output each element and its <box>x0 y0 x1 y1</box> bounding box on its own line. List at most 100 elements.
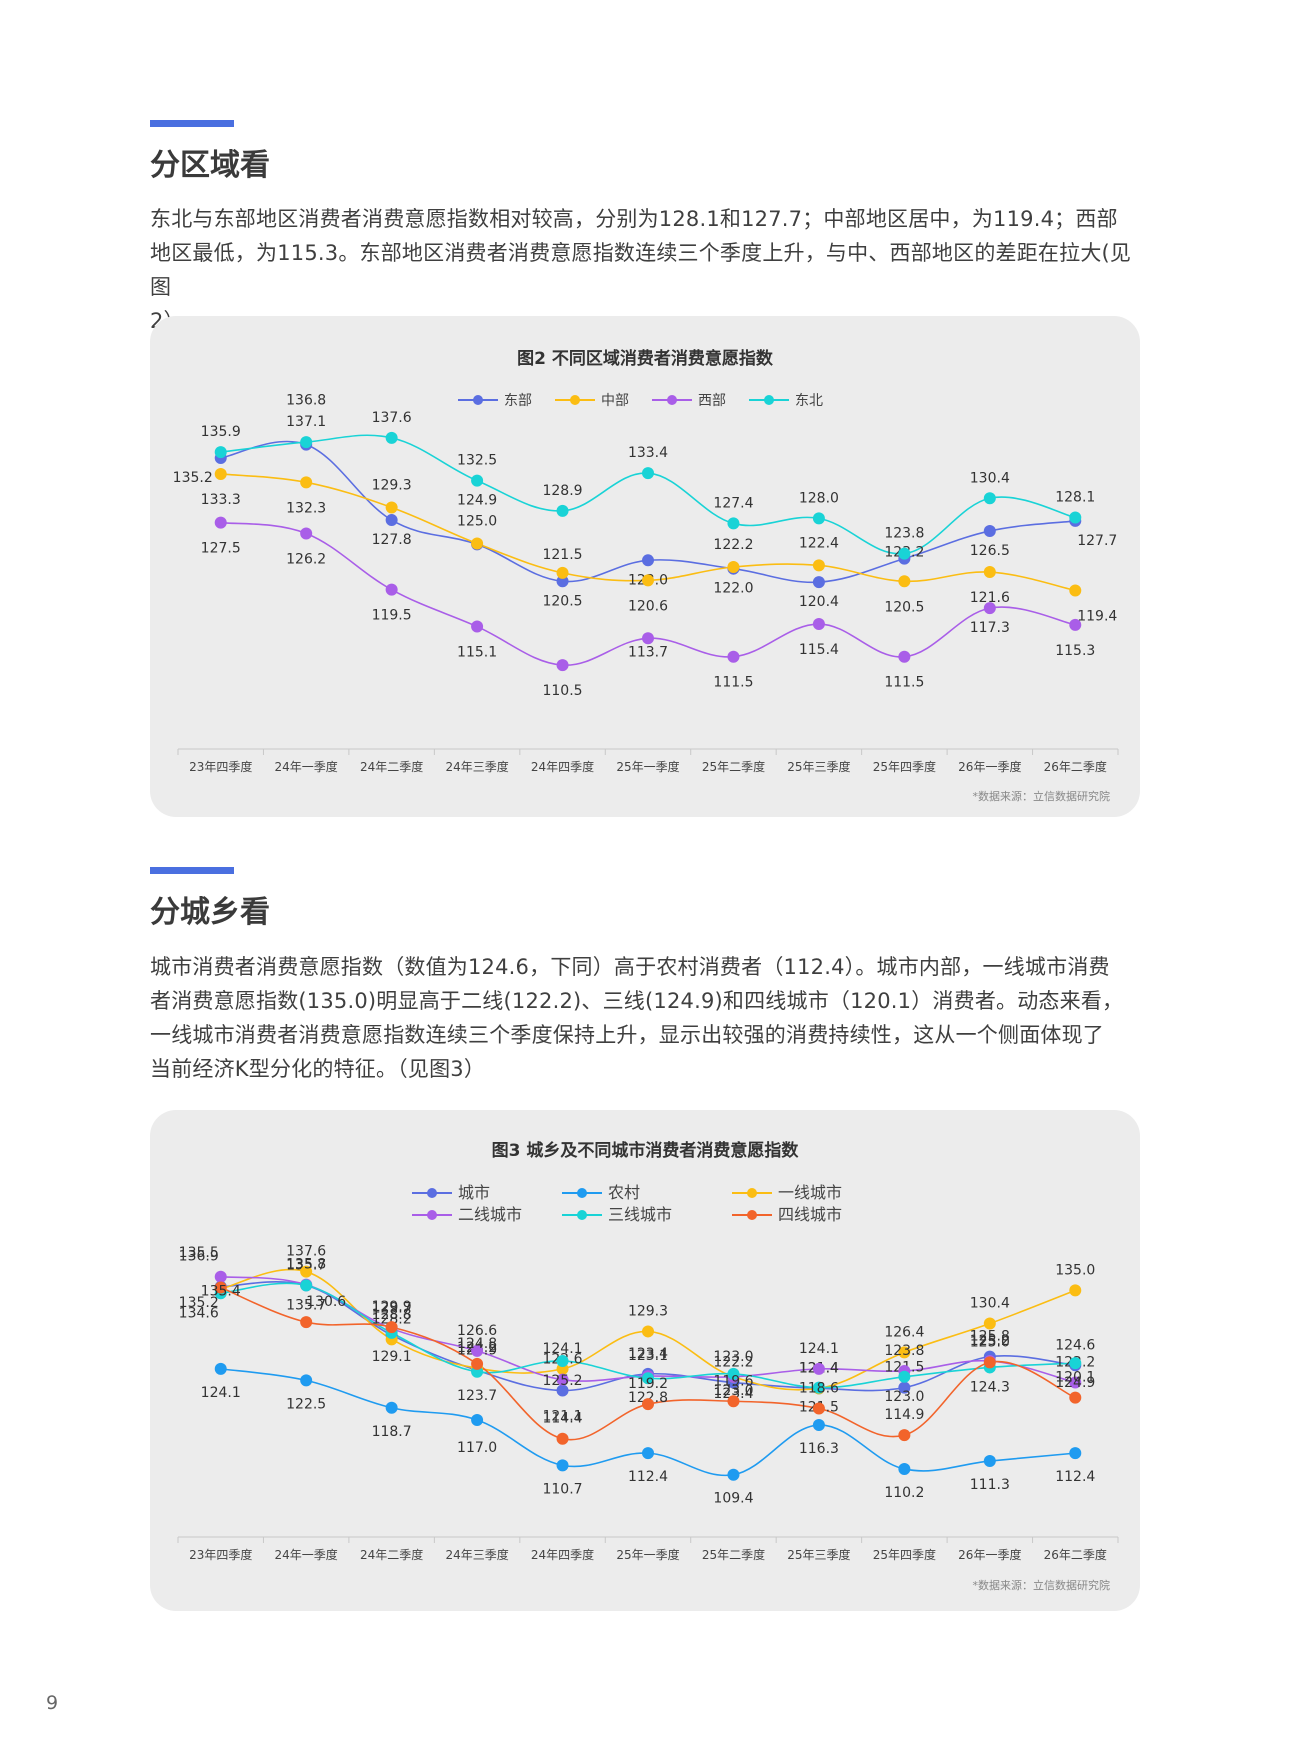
data-label: 123.4 <box>628 1346 668 1362</box>
legend-item: 东北 <box>749 393 823 409</box>
data-label: 122.2 <box>713 1355 753 1371</box>
paragraph-urban-rural: 城市消费者消费意愿指数（数值为124.6，下同）高于农村消费者（112.4）。城… <box>150 950 1150 1086</box>
data-label: 124.3 <box>970 1379 1010 1395</box>
data-point <box>812 559 825 572</box>
data-label: 127.8 <box>372 532 412 548</box>
data-point <box>727 1468 740 1481</box>
data-point <box>983 1317 996 1330</box>
data-label: 114.4 <box>542 1411 582 1427</box>
data-point <box>385 431 398 444</box>
data-label: 126.6 <box>457 1323 497 1339</box>
data-point <box>727 1395 740 1408</box>
data-point <box>556 1354 569 1367</box>
data-label: 137.6 <box>286 1244 326 1260</box>
legend-label: 三线城市 <box>608 1205 672 1224</box>
data-point <box>898 575 911 588</box>
legend-label: 二线城市 <box>458 1205 522 1224</box>
data-label: 129.1 <box>372 1349 412 1365</box>
paragraph-line: 城市消费者消费意愿指数（数值为124.6，下同）高于农村消费者（112.4）。城… <box>150 955 1110 979</box>
legend-item: 二线城市 <box>412 1205 522 1224</box>
data-label: 135.9 <box>201 424 241 440</box>
legend-item: 西部 <box>652 393 726 409</box>
data-point <box>214 446 227 459</box>
data-point <box>556 659 569 672</box>
data-point <box>471 474 484 487</box>
data-label: 120.1 <box>1055 1370 1095 1386</box>
data-point <box>556 504 569 517</box>
x-tick-label: 26年二季度 <box>1044 759 1107 774</box>
data-label: 123.0 <box>884 1389 924 1405</box>
data-label: 128.0 <box>799 490 839 506</box>
data-point <box>471 620 484 633</box>
data-point <box>727 561 740 574</box>
x-tick-label: 26年一季度 <box>958 1547 1021 1562</box>
source-note: *数据来源：立信数据研究院 <box>973 1578 1111 1592</box>
data-label: 120.4 <box>799 594 839 610</box>
data-label: 110.2 <box>884 1485 924 1501</box>
data-point <box>300 476 313 489</box>
data-point <box>727 517 740 530</box>
data-label: 125.0 <box>970 1334 1010 1350</box>
data-label: 110.5 <box>542 683 582 699</box>
data-point <box>556 1373 569 1386</box>
data-label: 116.3 <box>799 1441 839 1457</box>
data-point <box>983 524 996 537</box>
x-tick-label: 26年一季度 <box>958 759 1021 774</box>
data-label: 128.1 <box>1055 490 1095 506</box>
data-label: 129.3 <box>372 477 412 493</box>
data-label: 126.4 <box>884 1324 924 1340</box>
legend-item: 农村 <box>562 1183 640 1202</box>
data-label: 135.2 <box>179 1295 219 1311</box>
paragraph-region: 东北与东部地区消费者消费意愿指数相对较高，分别为128.1和127.7；中部地区… <box>150 202 1150 338</box>
data-label: 123.8 <box>884 1343 924 1359</box>
data-point <box>642 1447 654 1460</box>
x-tick-label: 25年二季度 <box>702 1547 765 1562</box>
data-label: 135.4 <box>201 1284 241 1300</box>
data-label: 127.4 <box>713 495 753 511</box>
data-label: 135.7 <box>286 1257 326 1273</box>
data-label: 123.1 <box>628 1348 668 1364</box>
data-label: 117.0 <box>457 1440 497 1456</box>
data-point <box>385 583 398 596</box>
data-label: 109.4 <box>713 1491 753 1507</box>
x-tick-label: 25年二季度 <box>702 759 765 774</box>
paragraph-line: 一线城市消费者消费意愿指数连续三个季度保持上升，显示出较强的消费持续性，这从一个… <box>150 1023 1104 1047</box>
data-point <box>1069 1357 1082 1370</box>
accent-bar <box>150 867 234 874</box>
legend-marker <box>667 395 677 405</box>
data-point <box>983 1455 996 1468</box>
data-label: 111.5 <box>713 675 753 691</box>
data-label: 123.0 <box>713 1349 753 1365</box>
data-label: 115.4 <box>799 642 839 658</box>
data-label: 120.5 <box>884 599 924 615</box>
data-label: 123.7 <box>457 1388 497 1404</box>
data-label: 120.5 <box>542 593 582 609</box>
data-label: 123.8 <box>884 526 924 542</box>
data-point <box>812 1381 825 1394</box>
data-label: 111.5 <box>884 675 924 691</box>
data-point <box>556 1459 569 1472</box>
page-number: 9 <box>46 1692 59 1714</box>
data-label: 129.3 <box>628 1303 668 1319</box>
legend-item: 四线城市 <box>732 1205 842 1224</box>
data-point <box>1069 511 1082 524</box>
data-label: 122.5 <box>286 1396 326 1412</box>
data-point <box>300 436 313 449</box>
data-label: 134.6 <box>179 1305 219 1321</box>
data-label: 125.2 <box>542 1373 582 1389</box>
data-label: 126.5 <box>970 543 1010 559</box>
chart-card-region: 图2 不同区域消费者消费意愿指数 东部 中部 西部 东北 23年四季度 24年一季度 24年二… <box>150 316 1140 817</box>
data-label: 115.1 <box>457 645 497 661</box>
data-label: 119.6 <box>713 1373 753 1389</box>
x-tick-label: 26年二季度 <box>1044 1547 1107 1562</box>
data-point <box>812 1402 825 1415</box>
x-tick-label: 24年四季度 <box>531 1547 594 1562</box>
legend-label: 东北 <box>795 393 823 409</box>
legend-label: 城市 <box>458 1183 490 1202</box>
data-label: 112.4 <box>628 1469 668 1485</box>
legend-marker <box>473 395 483 405</box>
data-label: 117.3 <box>970 620 1010 636</box>
data-label: 132.3 <box>286 500 326 516</box>
x-tick-label: 24年一季度 <box>275 1547 338 1562</box>
